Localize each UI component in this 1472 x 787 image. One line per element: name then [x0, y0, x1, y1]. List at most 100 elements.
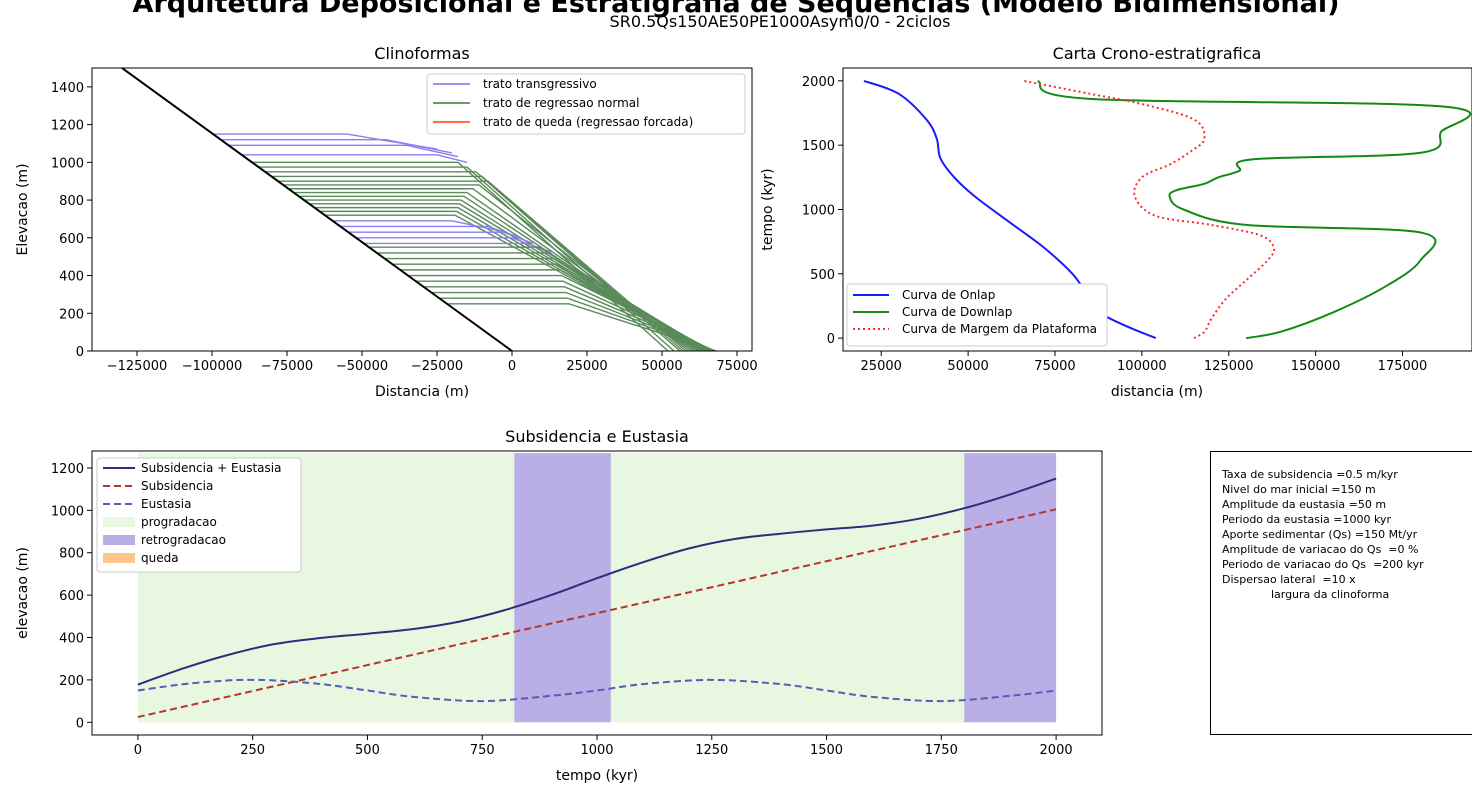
- clinoform-line-4: [241, 154, 468, 164]
- clino-ytick-label: 0: [76, 345, 84, 360]
- band-retrogradacao-2: [514, 453, 611, 723]
- band-retrogradacao-3: [964, 453, 1057, 723]
- clino-xtick-label: −125000: [107, 359, 168, 374]
- clinoforms-legend: trato transgressivo trato de regressao no…: [426, 73, 746, 135]
- clinoforms-ylabel: Elevacao (m): [15, 163, 31, 255]
- clinoform-line-29: [408, 274, 715, 352]
- clinoforms-legend-label: trato transgressivo: [483, 77, 597, 91]
- chrono-xtick-label: 150000: [1291, 359, 1341, 374]
- chrono-ytick-label: 2000: [802, 75, 835, 90]
- clinoform-line-16: [314, 206, 703, 352]
- subs-xlabel: tempo (kyr): [556, 768, 638, 784]
- parameter-line: Amplitude de variacao do Qs =0 %: [1222, 543, 1419, 556]
- subs-legend-swatch: [103, 517, 135, 527]
- clino-ytick-label: 400: [59, 270, 84, 285]
- figure-subtitle: SR0.5Qs150AE50PE1000Asym0/0 - 2ciclos: [610, 12, 951, 31]
- clinoforms-axes: −125000 −100000 −75000 −50000 −25000 0 25000 50…: [15, 44, 758, 400]
- clino-ytick-label: 600: [59, 232, 84, 247]
- parameter-line: Amplitude da eustasia =50 m: [1222, 498, 1387, 511]
- clino-xtick-label: 25000: [566, 359, 607, 374]
- subs-xtick-label: 250: [240, 743, 265, 758]
- clinoform-line-25: [376, 252, 709, 352]
- parameter-line: Aporte sedimentar (Qs) =150 Mt/yr: [1222, 528, 1418, 541]
- chrono-axes: 25000 50000 75000 100000 125000 150000 175000 0…: [760, 44, 1472, 400]
- subs-xtick-label: 500: [355, 743, 380, 758]
- clino-ytick-label: 1200: [51, 119, 84, 134]
- clinoform-line-30: [415, 280, 715, 352]
- subs-ylabel: elevacao (m): [15, 547, 31, 639]
- clinoform-line-26: [384, 257, 711, 352]
- subs-ytick-label: 0: [76, 716, 84, 731]
- subs-title: Subsidencia e Eustasia: [505, 427, 689, 446]
- subs-ytick-label: 200: [59, 674, 84, 689]
- subs-legend-label: progradacao: [141, 515, 217, 529]
- chrono-xlabel: distancia (m): [1111, 384, 1203, 400]
- clinoform-line-1: [213, 133, 438, 150]
- clinoform-line-5: [252, 161, 669, 352]
- clino-xtick-label: −25000: [411, 359, 463, 374]
- parameter-line: Periodo de variacao do Qs =200 kyr: [1222, 558, 1424, 571]
- subs-legend-label: retrogradacao: [141, 533, 226, 547]
- subsidence-axes: 0 250 500 750 1000 1250 1500 1750 2000 0 200 400 600…: [15, 427, 1103, 784]
- basement-line: [121, 67, 513, 352]
- chrono-xtick-label: 25000: [861, 359, 902, 374]
- clinoforms-legend-label: trato de queda (regressao forcada): [483, 115, 693, 129]
- subs-xtick-label: 1250: [695, 743, 728, 758]
- clino-xtick-label: 50000: [641, 359, 682, 374]
- clino-xtick-label: 75000: [716, 359, 757, 374]
- clino-xtick-label: 0: [508, 359, 516, 374]
- chrono-legend-label: Curva de Margem da Plataforma: [902, 322, 1097, 336]
- clino-xtick-label: −50000: [336, 359, 388, 374]
- parameter-line: Periodo da eustasia =1000 kyr: [1222, 513, 1392, 526]
- chrono-title: Carta Crono-estratigrafica: [1053, 44, 1262, 63]
- subs-legend-label: Subsidencia: [141, 479, 213, 493]
- chrono-series-3: [1023, 79, 1276, 339]
- clino-ytick-label: 200: [59, 307, 84, 322]
- chrono-legend-box: [846, 283, 1108, 347]
- parameter-line: Nivel do mar inicial =150 m: [1222, 483, 1376, 496]
- parameter-line: Taxa de subsidencia =0.5 m/kyr: [1222, 468, 1398, 481]
- chrono-ylabel: tempo (kyr): [760, 168, 776, 250]
- clinoform-lines: [213, 133, 717, 352]
- subs-series-3: [137, 678, 1057, 703]
- subs-legend-label: Subsidencia + Eustasia: [141, 461, 281, 475]
- subs-xtick-label: 1000: [580, 743, 613, 758]
- subs-xtick-label: 0: [134, 743, 142, 758]
- subs-ytick-label: 800: [59, 547, 84, 562]
- clinoform-line-27: [392, 263, 712, 352]
- clinoform-line-2: [220, 138, 453, 154]
- clinoform-line-13: [298, 195, 699, 352]
- chrono-xtick-label: 50000: [947, 359, 988, 374]
- subs-legend-swatch: [103, 535, 135, 545]
- subs-ytick-label: 600: [59, 589, 84, 604]
- clinoform-line-20: [340, 225, 522, 239]
- clinoforms-title: Clinoformas: [374, 44, 469, 63]
- subs-xtick-label: 1500: [810, 743, 843, 758]
- chrono-ytick-label: 500: [810, 268, 835, 283]
- chrono-legend: Curva de Onlap Curva de Downlap Curva de M…: [846, 283, 1108, 347]
- clinoform-line-23: [363, 242, 555, 254]
- parameter-line: Dispersao lateral =10 x: [1222, 573, 1356, 586]
- clinoform-line-9: [278, 180, 687, 352]
- subs-legend-label: Eustasia: [141, 497, 191, 511]
- clinoform-line-31: [423, 286, 716, 352]
- subs-ytick-label: 1000: [51, 504, 84, 519]
- clinoforms-legend-label: trato de regressao normal: [483, 96, 639, 110]
- chrono-series-2: [1037, 79, 1472, 340]
- figure-title: Arquitetura Deposicional e Estratigrafia…: [133, 0, 1340, 19]
- chrono-ytick-label: 1000: [802, 204, 835, 219]
- clino-xtick-label: −100000: [182, 359, 243, 374]
- clinoform-line-28: [400, 269, 714, 352]
- clino-ytick-label: 800: [59, 194, 84, 209]
- clinoform-line-3: [228, 144, 459, 158]
- parameter-line: largura da clinoforma: [1222, 588, 1390, 601]
- clinoform-line-10: [283, 184, 690, 352]
- chrono-xtick-label: 100000: [1117, 359, 1167, 374]
- subs-xtick-label: 1750: [925, 743, 958, 758]
- parameters-box: [1210, 451, 1472, 735]
- subs-legend: Subsidencia + Eustasia Subsidencia Eustasi…: [96, 457, 302, 573]
- clinoforms-legend-box: [426, 73, 746, 135]
- chrono-xtick-label: 125000: [1204, 359, 1254, 374]
- clino-xtick-label: −75000: [261, 359, 313, 374]
